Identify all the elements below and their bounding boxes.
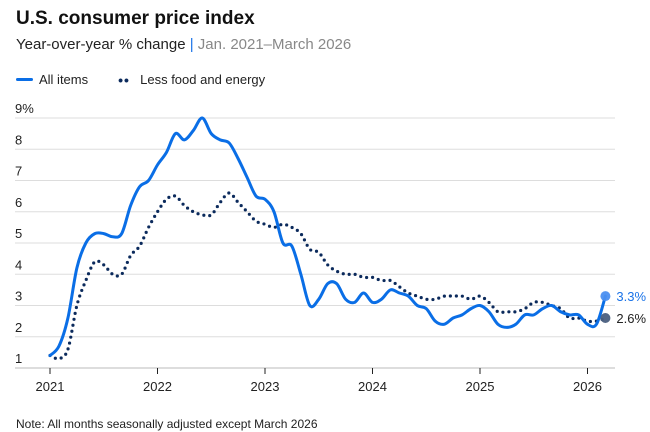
series-line-all-items <box>48 116 607 357</box>
legend-swatch-all-items <box>16 78 33 81</box>
end-label-all-items: 3.3% <box>616 289 646 304</box>
chart-title: U.S. consumer price index <box>16 8 255 29</box>
y-tick-label: 6 <box>15 195 22 210</box>
date-range: Jan. 2021–March 2026 <box>197 36 352 53</box>
y-tick-label: 8 <box>15 132 22 147</box>
y-tick-label: 9% <box>15 101 34 116</box>
end-label-core: 2.6% <box>616 311 646 326</box>
x-tick-label: 2026 <box>573 379 602 394</box>
end-marker-core <box>600 313 611 323</box>
x-tick-label: 2023 <box>251 379 280 394</box>
x-tick-label: 2025 <box>466 379 495 394</box>
footnote: Note: All months seasonally adjusted exc… <box>16 417 318 431</box>
x-tick-label: 2021 <box>36 379 65 394</box>
y-tick-label: 1 <box>15 351 22 366</box>
legend-label-core: Less food and energy <box>140 72 266 87</box>
y-tick-label: 3 <box>15 289 22 304</box>
legend-label-all-items: All items <box>39 72 89 87</box>
end-marker-all-items <box>600 291 611 302</box>
x-tick-label: 2024 <box>358 379 387 394</box>
y-tick-label: 7 <box>15 164 22 179</box>
y-tick-label: 2 <box>15 320 22 335</box>
y-tick-label: 5 <box>15 226 22 241</box>
subtitle-separator: | <box>189 36 194 53</box>
series-line-less-food-energy <box>48 191 608 361</box>
legend-swatch-core: •• <box>118 71 130 88</box>
y-tick-label: 4 <box>15 257 22 272</box>
subtitle-text: Year-over-year % change <box>16 36 186 53</box>
chart-subtitle: Year-over-year % change | Jan. 2021–Marc… <box>16 36 351 53</box>
legend: All items •• Less food and energy <box>16 72 265 87</box>
x-tick-label: 2022 <box>143 379 172 394</box>
